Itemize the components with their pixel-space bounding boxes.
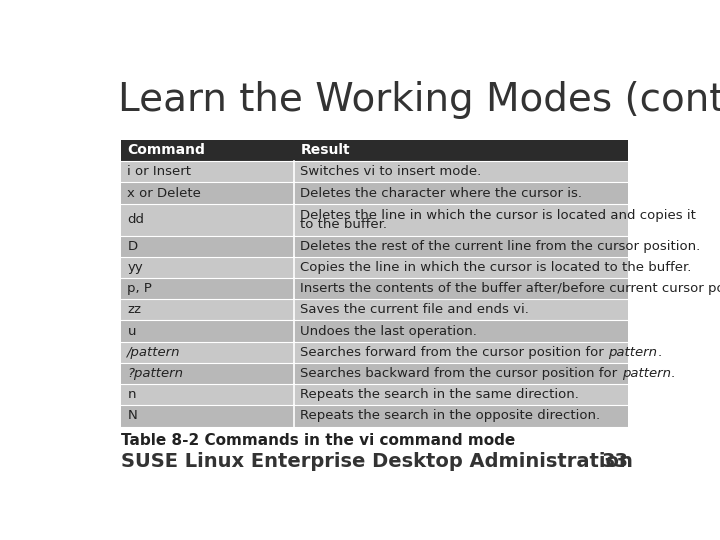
Text: pattern: pattern: [608, 346, 657, 359]
FancyBboxPatch shape: [121, 235, 629, 256]
FancyBboxPatch shape: [121, 384, 629, 406]
FancyBboxPatch shape: [121, 363, 629, 384]
Text: .: .: [657, 346, 662, 359]
Text: Repeats the search in the opposite direction.: Repeats the search in the opposite direc…: [300, 409, 600, 422]
FancyBboxPatch shape: [121, 342, 629, 363]
Text: zz: zz: [127, 303, 141, 316]
Text: Switches vi to insert mode.: Switches vi to insert mode.: [300, 165, 482, 178]
Text: Deletes the line in which the cursor is located and copies it: Deletes the line in which the cursor is …: [300, 208, 696, 222]
Text: Searches forward from the cursor position for: Searches forward from the cursor positio…: [300, 346, 608, 359]
FancyBboxPatch shape: [121, 140, 629, 161]
Text: Searches backward from the cursor position for: Searches backward from the cursor positi…: [300, 367, 622, 380]
Text: SUSE Linux Enterprise Desktop Administration: SUSE Linux Enterprise Desktop Administra…: [121, 453, 633, 471]
Text: u: u: [127, 325, 136, 338]
Text: ?pattern: ?pattern: [127, 367, 184, 380]
FancyBboxPatch shape: [121, 183, 629, 204]
Text: Repeats the search in the same direction.: Repeats the search in the same direction…: [300, 388, 580, 401]
Text: Undoes the last operation.: Undoes the last operation.: [300, 325, 477, 338]
FancyBboxPatch shape: [121, 161, 629, 183]
Text: Result: Result: [300, 144, 350, 158]
Text: D: D: [127, 240, 138, 253]
Text: N: N: [127, 409, 137, 422]
Text: Copies the line in which the cursor is located to the buffer.: Copies the line in which the cursor is l…: [300, 261, 692, 274]
FancyBboxPatch shape: [121, 256, 629, 278]
Text: pattern: pattern: [622, 367, 671, 380]
Text: Table 8-2 Commands in the vi command mode: Table 8-2 Commands in the vi command mod…: [121, 433, 515, 448]
Text: .: .: [671, 367, 675, 380]
Text: to the buffer.: to the buffer.: [300, 218, 387, 231]
Text: p, P: p, P: [127, 282, 152, 295]
FancyBboxPatch shape: [121, 299, 629, 320]
Text: Inserts the contents of the buffer after/before current cursor position.: Inserts the contents of the buffer after…: [300, 282, 720, 295]
Text: Command: Command: [127, 144, 205, 158]
Text: Learn the Working Modes (continued): Learn the Working Modes (continued): [118, 82, 720, 119]
Text: dd: dd: [127, 213, 145, 226]
Text: Deletes the character where the cursor is.: Deletes the character where the cursor i…: [300, 187, 582, 200]
FancyBboxPatch shape: [121, 278, 629, 299]
Text: x or Delete: x or Delete: [127, 187, 202, 200]
Text: i or Insert: i or Insert: [127, 165, 192, 178]
FancyBboxPatch shape: [121, 204, 629, 235]
Text: Deletes the rest of the current line from the cursor position.: Deletes the rest of the current line fro…: [300, 240, 701, 253]
FancyBboxPatch shape: [121, 406, 629, 427]
Text: n: n: [127, 388, 136, 401]
Text: yy: yy: [127, 261, 143, 274]
Text: Saves the current file and ends vi.: Saves the current file and ends vi.: [300, 303, 529, 316]
Text: 33: 33: [601, 453, 629, 471]
Text: /pattern: /pattern: [127, 346, 181, 359]
FancyBboxPatch shape: [121, 320, 629, 342]
